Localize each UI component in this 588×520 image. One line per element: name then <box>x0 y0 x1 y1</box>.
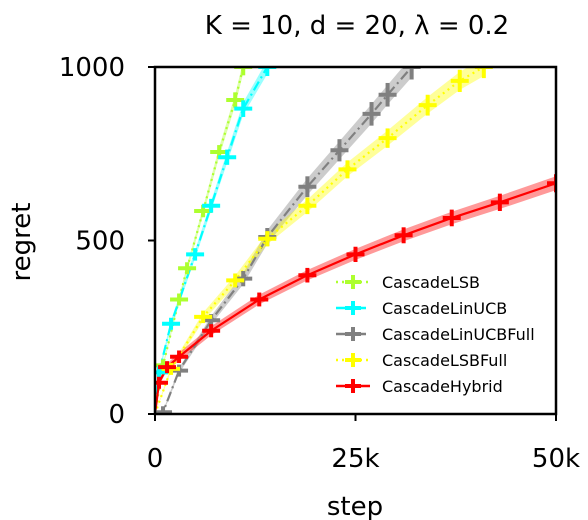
marker-cascadelinucb <box>202 198 221 213</box>
legend-label: CascadeLinUCBFull <box>382 325 535 344</box>
marker-cascadehybrid <box>158 361 177 374</box>
marker-cascadelsb <box>170 293 189 306</box>
marker-cascadehybrid <box>346 246 365 263</box>
y-tick-label: 0 <box>108 400 125 430</box>
legend-item-cascadelinucbfull: CascadeLinUCBFull <box>336 325 535 344</box>
marker-cascadelsbfull <box>226 273 245 288</box>
line-cascadelsb <box>155 67 245 414</box>
marker-cascadehybrid <box>155 376 169 389</box>
legend-item-cascadehybrid: CascadeHybrid <box>336 377 503 396</box>
x-axis-label: step <box>327 492 383 520</box>
marker-cascadelinucb <box>162 317 181 330</box>
axis-ticks: 0 25k 50k 0 500 1000 <box>59 53 580 474</box>
marker-cascadelinucbfull <box>330 139 349 162</box>
marker-cascadelinucbfull <box>362 102 381 126</box>
marker-cascadelsbfull <box>298 197 317 215</box>
marker-cascadelsbfull <box>194 310 213 324</box>
marker-cascadelinucbfull <box>402 67 421 80</box>
band-cascadelsb <box>155 67 244 414</box>
marker-cascadelinucbfull <box>155 406 173 414</box>
legend-label: CascadeLinUCB <box>382 299 507 318</box>
legend-label: CascadeLSBFull <box>382 351 507 370</box>
marker-cascadelinucbfull <box>378 82 397 107</box>
y-tick-label: 500 <box>75 227 125 257</box>
marker-cascadelinucbfull <box>298 176 317 198</box>
y-tick-label: 1000 <box>59 53 125 83</box>
marker-cascadelsbfull <box>418 94 437 116</box>
marker-cascadelsbfull <box>258 231 277 247</box>
marker-cascadehybrid <box>202 324 221 338</box>
legend-item-cascadelsb: CascadeLSB <box>336 273 480 292</box>
x-tick-label: 50k <box>532 444 580 474</box>
marker-cascadelsbfull <box>338 160 357 179</box>
marker-cascadehybrid <box>250 292 269 307</box>
marker-cascadehybrid <box>442 209 461 227</box>
legend-label: CascadeLSB <box>382 273 480 292</box>
marker-cascadelinucb <box>186 248 205 261</box>
chart-title: K = 10, d = 20, λ = 0.2 <box>205 11 509 41</box>
line-cascadelinucbfull <box>155 67 413 414</box>
marker-cascadelinucb <box>234 100 253 117</box>
marker-cascadehybrid <box>170 350 189 363</box>
legend: CascadeLSB CascadeLinUCB CascadeLinUCBFull… <box>336 273 535 396</box>
y-axis-label: regret <box>7 203 37 282</box>
x-tick-label: 25k <box>331 444 379 474</box>
marker-cascadelsb <box>178 262 197 275</box>
line-cascadelsbfull <box>155 67 485 414</box>
band-cascadehybrid <box>155 176 556 414</box>
marker-cascadelsbfull <box>378 128 397 148</box>
legend-item-cascadelinucb: CascadeLinUCB <box>336 299 507 318</box>
marker-cascadehybrid <box>298 267 317 283</box>
marker-cascadelsbfull <box>450 69 469 92</box>
legend-item-cascadelsbfull: CascadeLSBFull <box>336 351 507 370</box>
marker-cascadelsb <box>226 92 245 108</box>
marker-cascadelsbfull <box>474 67 493 79</box>
series-markers <box>155 67 556 414</box>
marker-cascadelinucb <box>218 149 237 165</box>
marker-cascadehybrid <box>394 227 413 244</box>
legend-label: CascadeHybrid <box>382 377 503 396</box>
marker-cascadehybrid <box>490 193 509 212</box>
marker-cascadehybrid <box>547 174 556 193</box>
x-tick-label: 0 <box>147 444 164 474</box>
